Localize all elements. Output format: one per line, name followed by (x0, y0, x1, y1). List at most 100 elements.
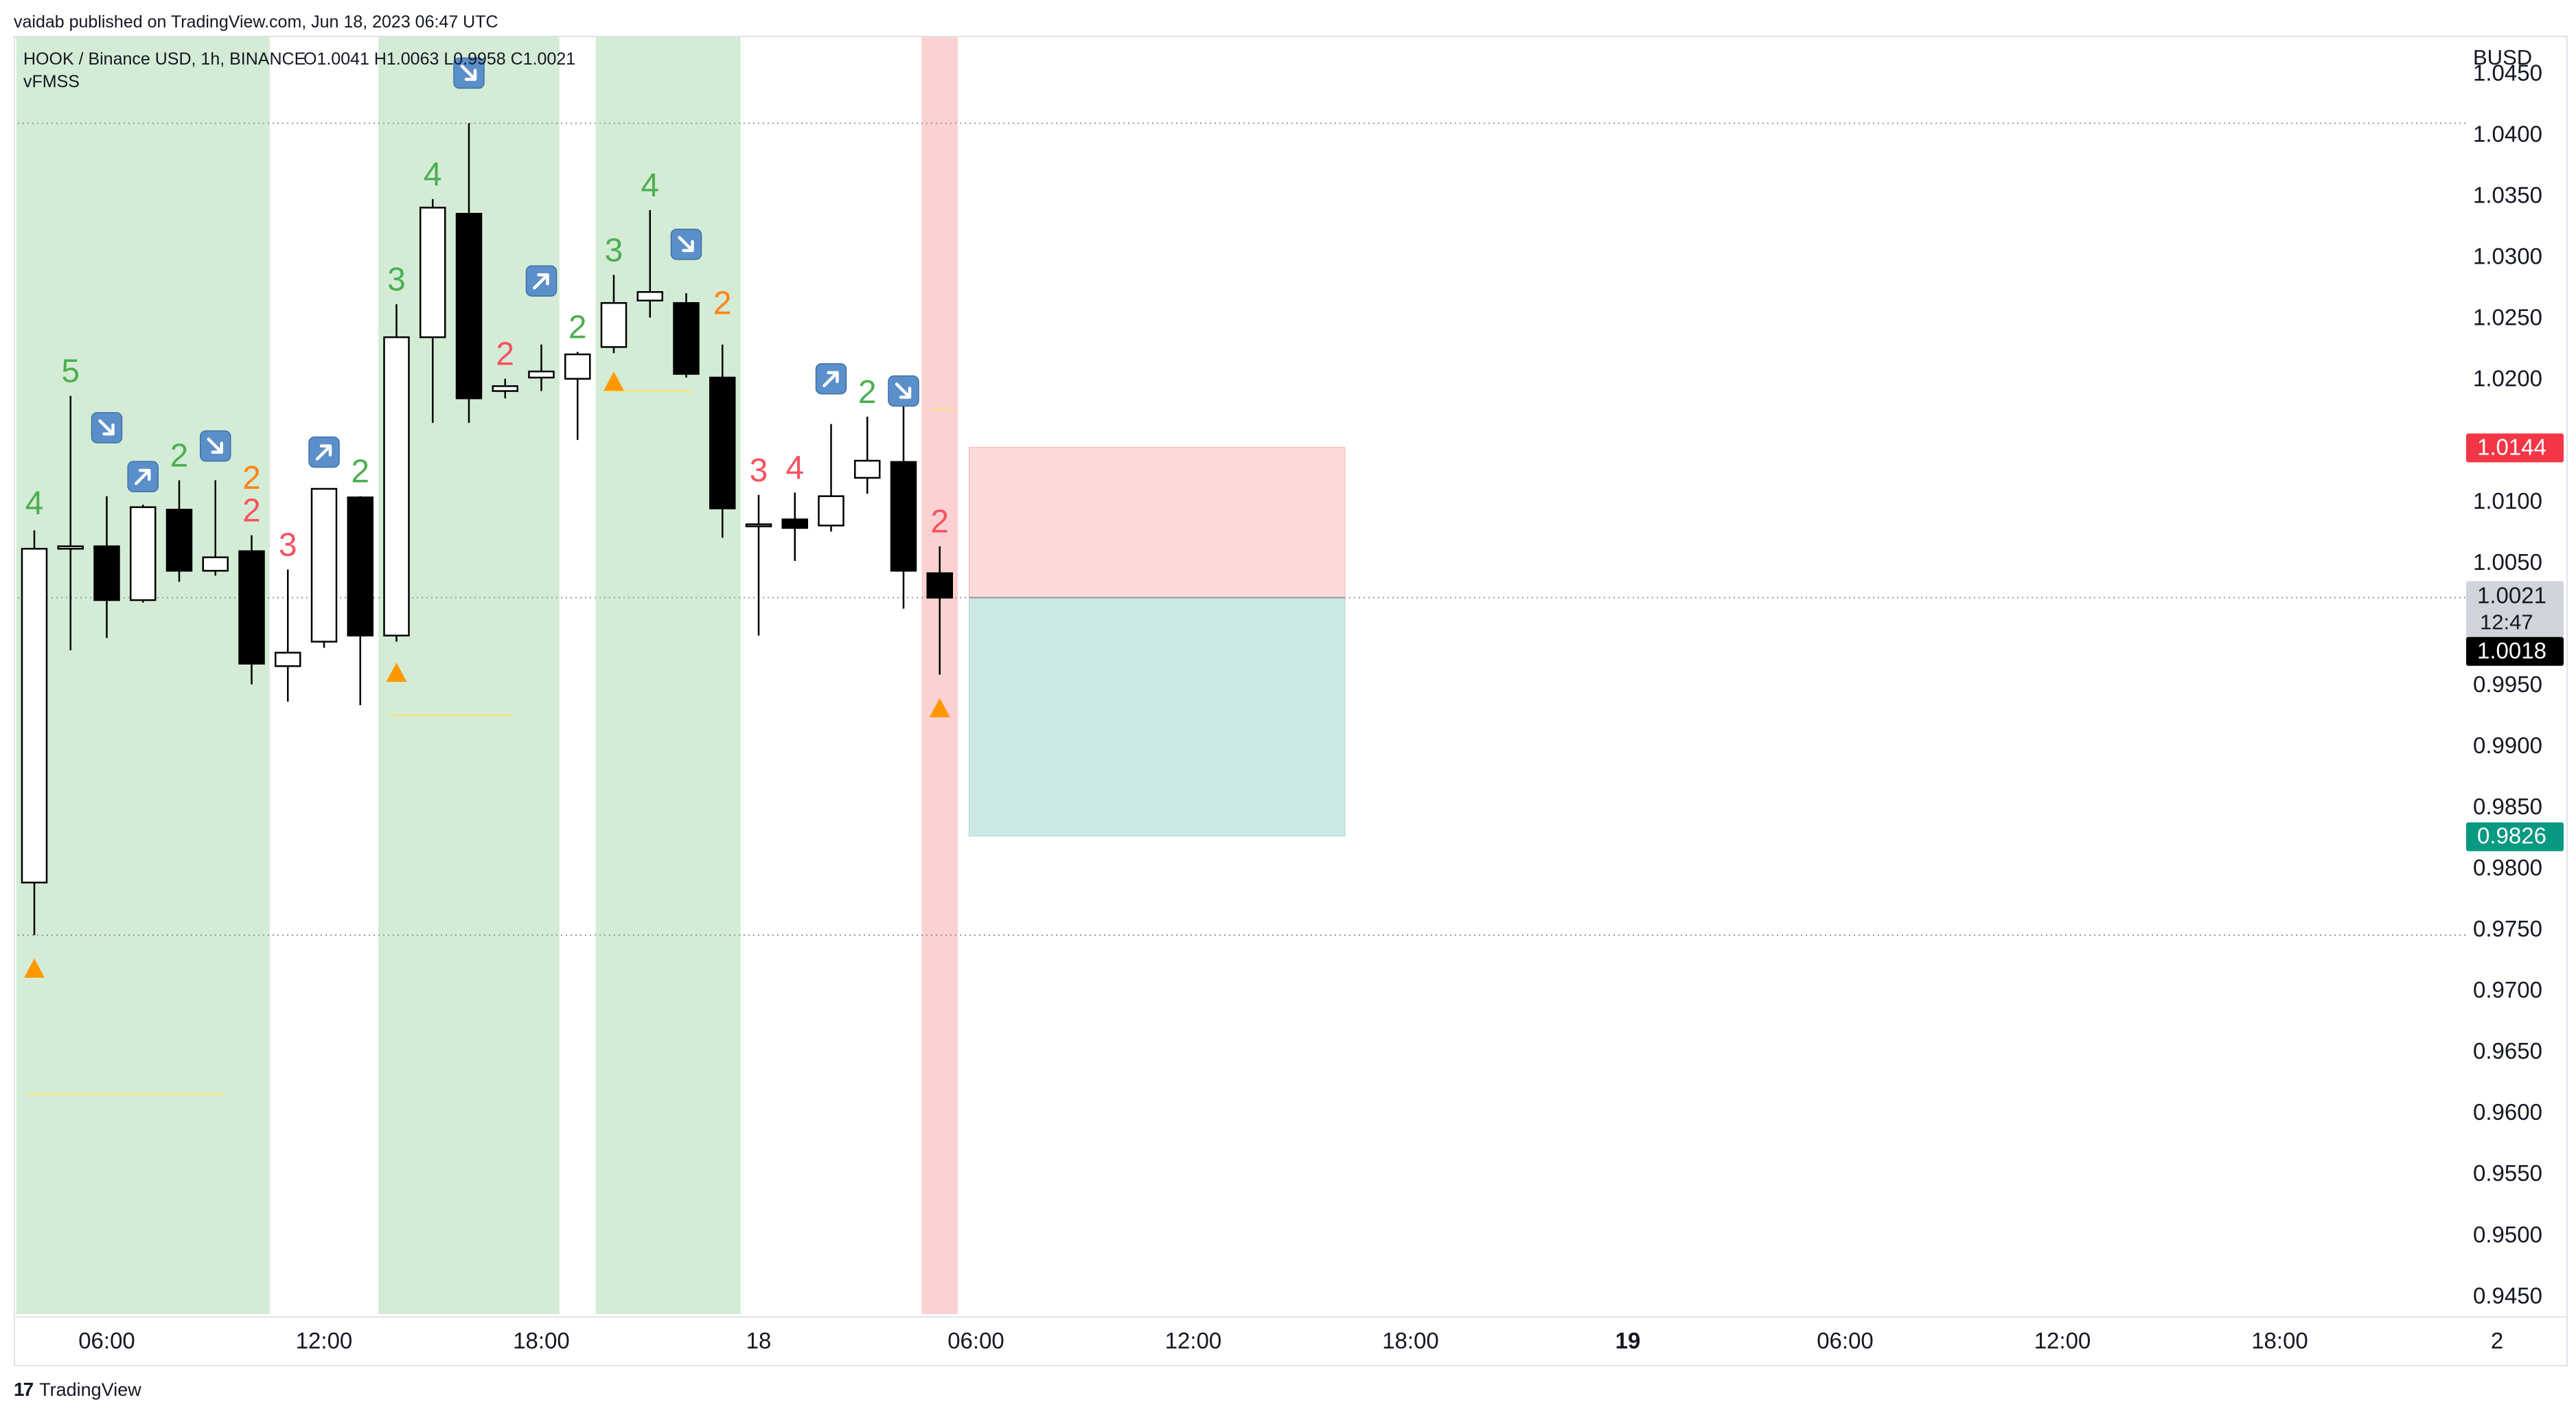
y-tick-label: 0.9700 (2473, 977, 2542, 1002)
arrow-down-right-icon (91, 412, 123, 444)
arrow-glyph (533, 273, 549, 290)
publisher-line: vaidab published on TradingView.com, Jun… (14, 12, 498, 32)
candle (347, 496, 373, 706)
last-price-label-text: 1.0018 (2477, 638, 2546, 663)
ohlc-values: O1.0041 H1.0063 L0.9958 C1.0021 (303, 49, 575, 69)
take-profit-zone (969, 597, 1346, 837)
buy-signal-triangle (603, 371, 624, 391)
count-label: 4 (785, 450, 804, 486)
candle (673, 293, 700, 378)
arrow-up-right-icon (525, 265, 557, 297)
candle (926, 546, 953, 675)
y-tick-label: 0.9650 (2473, 1038, 2542, 1064)
candle-body-up (57, 545, 84, 550)
candle-body-down (165, 509, 193, 572)
candle-body-up (275, 652, 301, 667)
target-price-label: 0.9826 (2466, 822, 2564, 851)
arrow-glyph (315, 444, 332, 461)
candle-body-up (419, 207, 446, 338)
count-label: 4 (424, 157, 442, 193)
candle (600, 275, 628, 354)
arrow-glyph (135, 468, 151, 485)
candle-body-up (745, 523, 772, 527)
candle-body-up (21, 547, 48, 884)
candle-body-up (818, 495, 844, 527)
candle (455, 123, 483, 423)
x-tick-label: 19 (1615, 1328, 1641, 1353)
y-tick-label: 0.9900 (2473, 733, 2542, 758)
x-tick-label: 18:00 (2251, 1328, 2308, 1353)
y-tick-label: 1.0100 (2473, 488, 2542, 514)
candle-body-down (238, 550, 265, 665)
candle-body-up (528, 370, 555, 379)
candle (275, 569, 301, 702)
tradingview-footer[interactable]: 17 TradingView (14, 1379, 141, 1401)
last-price-label-bg (2466, 636, 2564, 666)
x-tick-label: 06:00 (947, 1328, 1004, 1353)
candle-body-up (492, 385, 518, 392)
arrow-down-right-icon (670, 229, 702, 260)
arrow-glyph (207, 437, 223, 454)
y-tick-label: 0.9500 (2473, 1221, 2542, 1247)
candle (419, 198, 446, 423)
count-label: 5 (61, 354, 80, 390)
tradingview-logo-text: TradingView (39, 1379, 141, 1400)
count-label: 2 (242, 493, 261, 529)
session-band-green (16, 37, 270, 1314)
y-tick-label: 1.0450 (2473, 60, 2542, 86)
arrow-glyph (678, 236, 694, 253)
y-tick-label: 0.9950 (2473, 671, 2542, 697)
candle (528, 344, 555, 391)
arrow-up-right-icon (308, 436, 340, 468)
x-tick-label: 2 (2491, 1328, 2503, 1353)
bar-countdown-text: 12:47 (2480, 610, 2533, 634)
count-label: 3 (387, 262, 406, 298)
y-tick-label: 0.9550 (2473, 1160, 2542, 1186)
count-label: 2 (930, 504, 949, 540)
currency-label: BUSD (2473, 45, 2532, 69)
target-price-label-text: 0.9826 (2477, 823, 2546, 849)
y-tick-label: 0.9600 (2473, 1099, 2542, 1125)
candle-body-up (564, 353, 591, 380)
x-tick-label: 18:00 (1382, 1328, 1439, 1353)
candle (745, 494, 772, 636)
chart-panel[interactable]: 4 5 2 2 3 2 3 4 2 2 3 4 3 4 2 2 2 2 2 2 HOOK / Binance USD, … (14, 36, 2568, 1366)
y-tick-label: 1.0400 (2473, 122, 2542, 147)
y-tick-label: 1.0200 (2473, 366, 2542, 391)
arrow-down-right-icon (453, 57, 485, 89)
buy-signal-triangle (24, 958, 45, 978)
stop-loss-zone (969, 446, 1346, 598)
arrow-down-right-icon (200, 430, 231, 462)
candle-body-down (347, 496, 373, 636)
y-tick-label: 0.9800 (2473, 855, 2542, 880)
stop-price-label-bg (2466, 433, 2564, 463)
session-band-green (595, 37, 741, 1314)
count-label-overlap: 2 (713, 285, 732, 321)
arrow-glyph (460, 65, 477, 81)
candle-body-down (93, 545, 120, 601)
candle-body-up (636, 291, 663, 301)
arrow-up-right-icon (815, 363, 847, 395)
stop-price-label: 1.0144 (2466, 433, 2564, 463)
x-tick-label: 18:00 (513, 1328, 570, 1353)
candle-body-up (202, 556, 229, 572)
tradingview-logo-icon: 17 (14, 1379, 34, 1400)
last-price-label: 1.0018 (2466, 636, 2564, 666)
candle-body-up (310, 487, 338, 643)
count-label: 2 (568, 310, 587, 346)
candle-body-down (673, 302, 700, 375)
y-tick-label: 0.9750 (2473, 916, 2542, 941)
candle (564, 352, 591, 440)
arrow-glyph (98, 419, 115, 436)
count-label: 3 (605, 232, 623, 268)
y-tick-label: 1.0350 (2473, 183, 2542, 208)
candle-body-up (130, 506, 157, 601)
arrow-glyph (823, 371, 839, 387)
count-label: 4 (641, 168, 659, 204)
y-tick-label: 1.0050 (2473, 549, 2542, 575)
current-price-text: 1.0021 (2477, 582, 2546, 608)
y-tick-label: 1.0300 (2473, 244, 2542, 269)
candle (130, 505, 157, 603)
